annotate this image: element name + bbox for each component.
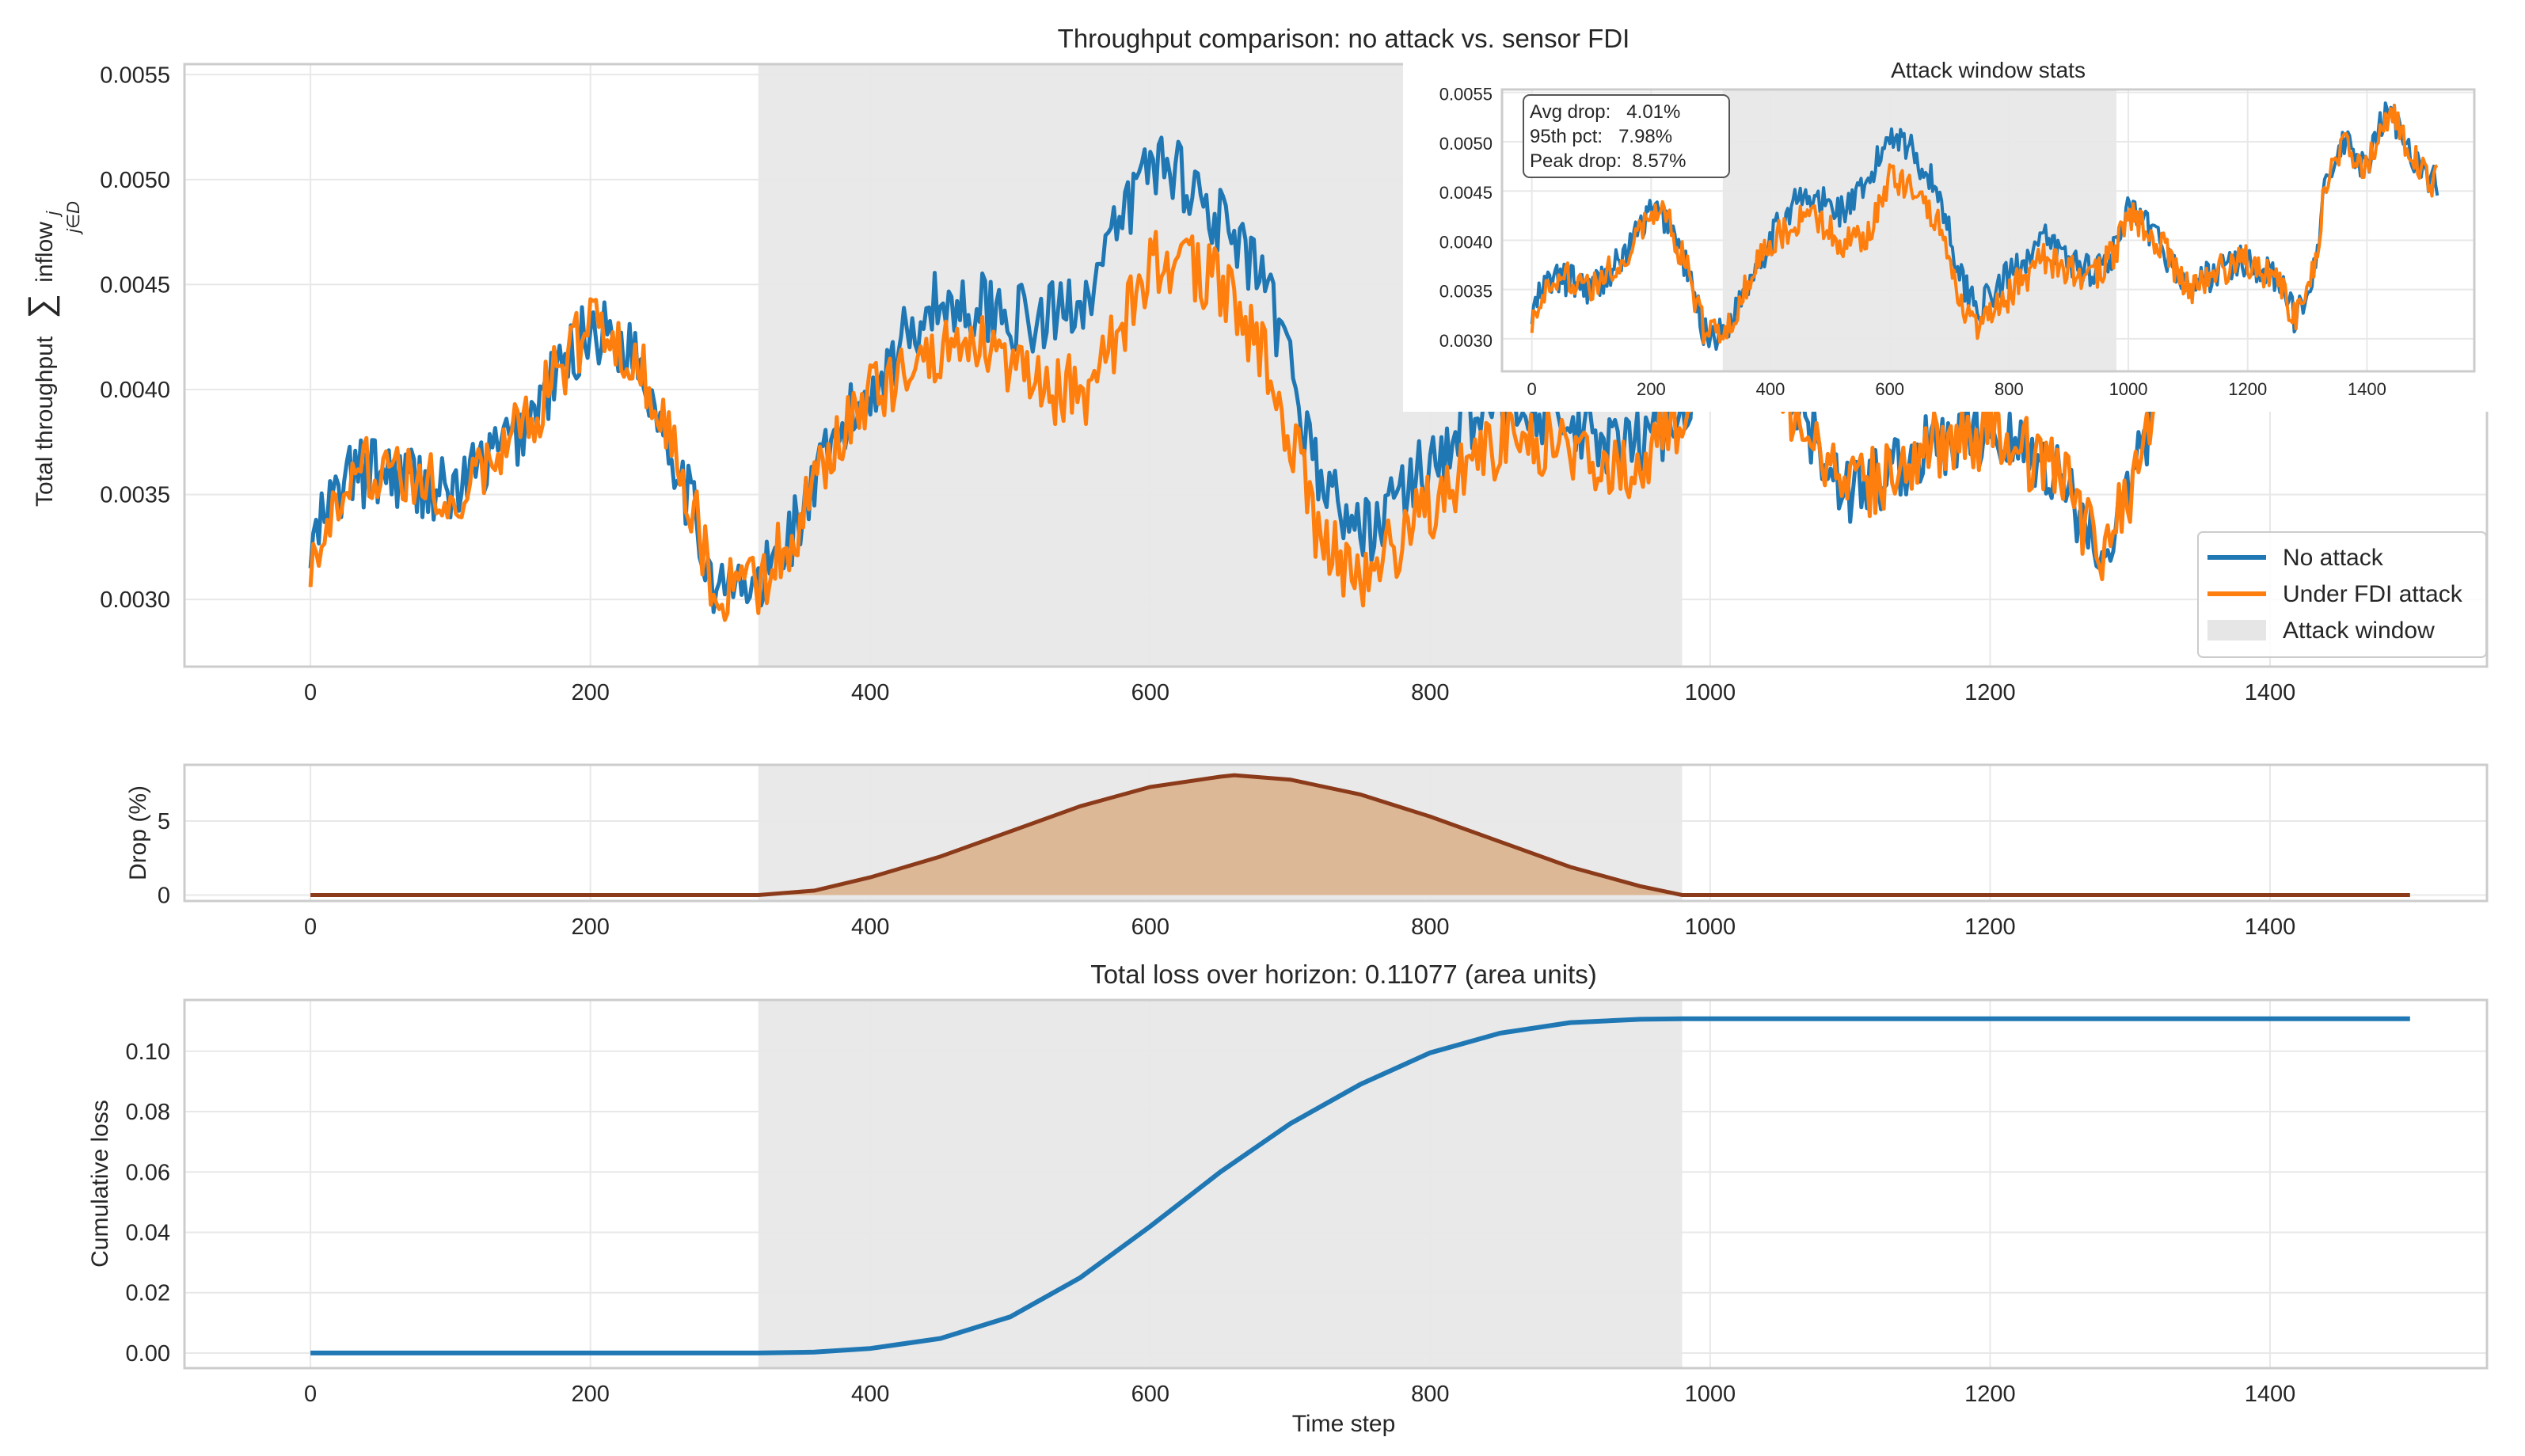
cumulative-title: Total loss over horizon: 0.11077 (area u… <box>1090 960 1597 989</box>
inset-xtick-800: 800 <box>1995 379 2024 399</box>
inset-ytick-3: 0.0045 <box>1439 183 1493 203</box>
cum-xtick-0: 0 <box>304 1382 317 1407</box>
inset-x-ticks: 0 200 400 600 800 1000 1200 1400 <box>1527 379 2386 399</box>
cumulative-x-ticks: 0 200 400 600 800 1000 1200 1400 <box>304 1382 2295 1407</box>
inset-stats-box: Avg drop: 4.01% 95th pct: 7.98% Peak dro… <box>1523 94 1730 178</box>
cum-xtick-1000: 1000 <box>1685 1382 1736 1407</box>
cum-ytick-5: 0.10 <box>126 1040 170 1065</box>
main-ytick-5: 0.0055 <box>100 63 170 88</box>
cumulative-x-label: Time step <box>1292 1411 1396 1437</box>
legend-swatch-attack-window <box>2207 620 2266 641</box>
cum-ytick-0: 0.00 <box>126 1341 170 1367</box>
inset-attack-window-stats: 0 200 400 600 800 1000 1200 1400 0.00300.00350.… <box>1403 48 2500 412</box>
drop-xtick-600: 600 <box>1131 914 1169 940</box>
inset-ytick-1: 0.0035 <box>1439 282 1493 302</box>
main-y-label-sub: j∈D <box>63 201 83 235</box>
cum-xtick-800: 800 <box>1411 1382 1449 1407</box>
drop-xtick-400: 400 <box>851 914 889 940</box>
main-y-label-suffix: inflow <box>32 222 58 283</box>
legend-label-under-fdi-attack: Under FDI attack <box>2283 581 2463 607</box>
main-ytick-4: 0.0050 <box>100 168 170 193</box>
inset-line-under-fdi-attack <box>1530 104 2439 344</box>
cumulative-loss-chart: 0 200 400 600 800 1000 1200 1400 0.000.020.040.… <box>87 960 2489 1437</box>
cumulative-grid <box>184 1000 2487 1368</box>
cumulative-axes-frame <box>183 998 2489 1370</box>
main-xtick-1200: 1200 <box>1964 680 2016 705</box>
main-xtick-1400: 1400 <box>2245 680 2296 705</box>
main-ytick-1: 0.0035 <box>100 483 170 508</box>
inset-attack-window <box>1722 89 2116 371</box>
main-y-label-prefix: Total throughput <box>32 336 58 507</box>
inset-xtick-0: 0 <box>1527 379 1537 399</box>
main-y-label-sum: ∑ <box>21 294 60 318</box>
inset-xtick-1200: 1200 <box>2228 379 2267 399</box>
inset-xtick-600: 600 <box>1875 379 1904 399</box>
main-xtick-400: 400 <box>851 680 889 705</box>
drop-x-ticks: 0 200 400 600 800 1000 1200 1400 <box>304 914 2295 940</box>
drop-ytick-1: 5 <box>158 809 170 834</box>
cum-ytick-2: 0.04 <box>126 1220 170 1245</box>
svg-text:Total throughput ∑: Total throughput ∑ inflow j <box>21 211 63 507</box>
inset-xtick-200: 200 <box>1637 379 1666 399</box>
main-legend: No attack Under FDI attack Attack window <box>2197 531 2487 658</box>
legend-box <box>2197 531 2487 658</box>
cum-ytick-1: 0.02 <box>126 1281 170 1306</box>
inset-ytick-0: 0.0030 <box>1439 331 1493 351</box>
cum-xtick-1200: 1200 <box>1964 1382 2016 1407</box>
main-xtick-1000: 1000 <box>1685 680 1736 705</box>
main-ytick-0: 0.0030 <box>100 587 170 613</box>
drop-percent-chart: 0 200 400 600 800 1000 1200 1400 05 Drop (%) <box>125 763 2489 940</box>
legend-label-attack-window: Attack window <box>2283 618 2435 644</box>
inset-xtick-1400: 1400 <box>2348 379 2386 399</box>
main-xtick-200: 200 <box>571 680 609 705</box>
stats-95th-pct: 95th pct: 7.98% <box>1530 126 1672 147</box>
main-x-ticks: 0 200 400 600 800 1000 1200 1400 <box>304 680 2295 705</box>
stats-peak-drop: Peak drop: 8.57% <box>1530 150 1686 172</box>
inset-ytick-2: 0.0040 <box>1439 232 1493 252</box>
cum-ytick-4: 0.08 <box>126 1100 170 1125</box>
drop-xtick-1000: 1000 <box>1685 914 1736 940</box>
drop-ytick-0: 0 <box>158 884 170 909</box>
cumulative-attack-window <box>758 1000 1683 1368</box>
inset-xtick-400: 400 <box>1756 379 1785 399</box>
inset-y-ticks: 0.0030 0.0035 0.0040 0.0045 0.0050 0.0055 <box>1439 85 1493 351</box>
inset-ytick-4: 0.0050 <box>1439 134 1493 154</box>
drop-xtick-0: 0 <box>304 914 317 940</box>
legend-label-no-attack: No attack <box>2283 545 2384 571</box>
inset-xtick-1000: 1000 <box>2109 379 2148 399</box>
cumulative-y-label: Cumulative loss <box>87 1100 113 1268</box>
main-line-under-fdi-attack <box>308 94 2440 622</box>
inset-axes-frame <box>1500 88 2476 373</box>
drop-y-ticks: 05 <box>158 809 170 908</box>
drop-area-fill <box>310 775 2410 895</box>
drop-xtick-800: 800 <box>1411 914 1449 940</box>
main-ytick-3: 0.0045 <box>100 272 170 298</box>
cum-xtick-200: 200 <box>571 1382 609 1407</box>
drop-xtick-200: 200 <box>571 914 609 940</box>
drop-xtick-1400: 1400 <box>2245 914 2296 940</box>
cumulative-loss-line <box>310 1016 2410 1355</box>
inset-ytick-5: 0.0055 <box>1439 85 1493 105</box>
inset-title: Attack window stats <box>1891 58 2086 82</box>
cum-xtick-1400: 1400 <box>2245 1382 2296 1407</box>
stats-box-frame <box>1523 94 1730 178</box>
main-y-ticks: 0.0030 0.0035 0.0040 0.0045 0.0050 0.0055 <box>100 63 170 613</box>
drop-axes-frame <box>183 763 2489 903</box>
drop-xtick-1200: 1200 <box>1964 914 2016 940</box>
drop-line <box>310 773 2410 897</box>
main-xtick-0: 0 <box>304 680 317 705</box>
main-xtick-800: 800 <box>1411 680 1449 705</box>
stats-avg-drop: Avg drop: 4.01% <box>1530 101 1680 123</box>
main-ytick-2: 0.0040 <box>100 378 170 403</box>
main-y-label-suffix-sub: j <box>43 211 63 218</box>
drop-y-label: Drop (%) <box>125 785 151 880</box>
main-xtick-600: 600 <box>1131 680 1169 705</box>
cumulative-y-ticks: 0.00 0.02 0.04 0.06 0.08 0.10 <box>126 1040 170 1367</box>
cum-ytick-3: 0.06 <box>126 1160 170 1185</box>
cum-xtick-600: 600 <box>1131 1382 1169 1407</box>
cum-xtick-400: 400 <box>851 1382 889 1407</box>
main-y-label: Total throughput ∑ inflow j j∈D <box>21 201 83 507</box>
